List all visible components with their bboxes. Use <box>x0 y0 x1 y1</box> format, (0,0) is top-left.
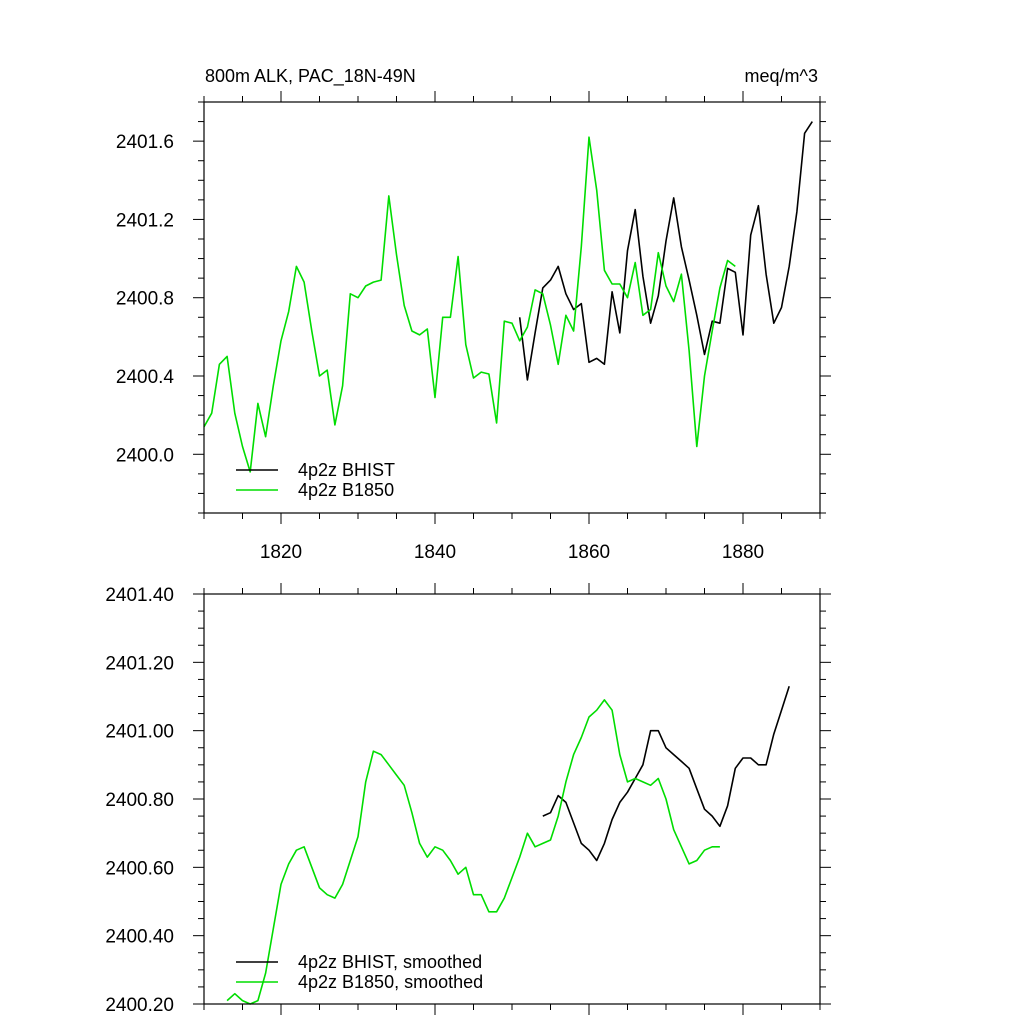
y-tick-label: 2401.40 <box>105 585 174 606</box>
y-tick-label: 2400.60 <box>105 858 174 879</box>
series-line-b1850 <box>203 136 736 473</box>
series-line-bhist <box>542 685 790 862</box>
panel-title-right: meq/m^3 <box>745 66 818 86</box>
y-tick-label: 2400.4 <box>116 367 175 388</box>
series-lines <box>203 121 813 473</box>
x-tick-label: 1840 <box>414 542 456 563</box>
series-lines <box>226 685 790 1005</box>
plot-frame <box>203 593 821 1005</box>
panel-top-alkalinity: 800m ALK, PAC_18N-49N meq/m^3 2400.02400… <box>116 66 831 563</box>
legend-label: 4p2z BHIST <box>298 460 395 480</box>
x-tick-label: 1880 <box>722 542 764 563</box>
legend-label: 4p2z B1850, smoothed <box>298 972 483 992</box>
x-tick-label: 1860 <box>568 542 610 563</box>
y-tick-label: 2400.8 <box>116 289 174 310</box>
legend-label: 4p2z BHIST, smoothed <box>298 952 482 972</box>
y-tick-label: 2401.20 <box>105 653 174 674</box>
axis-ticks <box>193 91 831 524</box>
legend-label: 4p2z B1850 <box>298 480 394 500</box>
tick-labels: 2400.20 2400.40 2400.60 2400.80 2401.00 2401.… <box>105 585 174 1016</box>
y-tick-label: 2401.2 <box>116 210 174 231</box>
panel-bottom-smoothed: 2400.20 2400.40 2400.60 2400.80 2401.00 2401.… <box>105 583 831 1016</box>
plot-frame <box>203 101 821 514</box>
y-tick-label: 2401.00 <box>105 722 174 743</box>
series-line-bhist <box>518 121 813 381</box>
y-tick-label: 2401.6 <box>116 132 174 153</box>
y-tick-label: 2400.20 <box>105 995 174 1016</box>
tick-labels: 2400.0 2400.4 2400.8 2401.2 2401.6 1820 1840 18… <box>116 132 764 563</box>
y-tick-label: 2400.80 <box>105 790 174 811</box>
panel-title-left: 800m ALK, PAC_18N-49N <box>205 66 416 87</box>
axis-ticks <box>193 583 831 1015</box>
x-tick-label: 1820 <box>260 542 302 563</box>
y-tick-label: 2400.0 <box>116 445 174 466</box>
y-tick-label: 2400.40 <box>105 927 174 948</box>
series-line-b1850 <box>226 699 720 1005</box>
